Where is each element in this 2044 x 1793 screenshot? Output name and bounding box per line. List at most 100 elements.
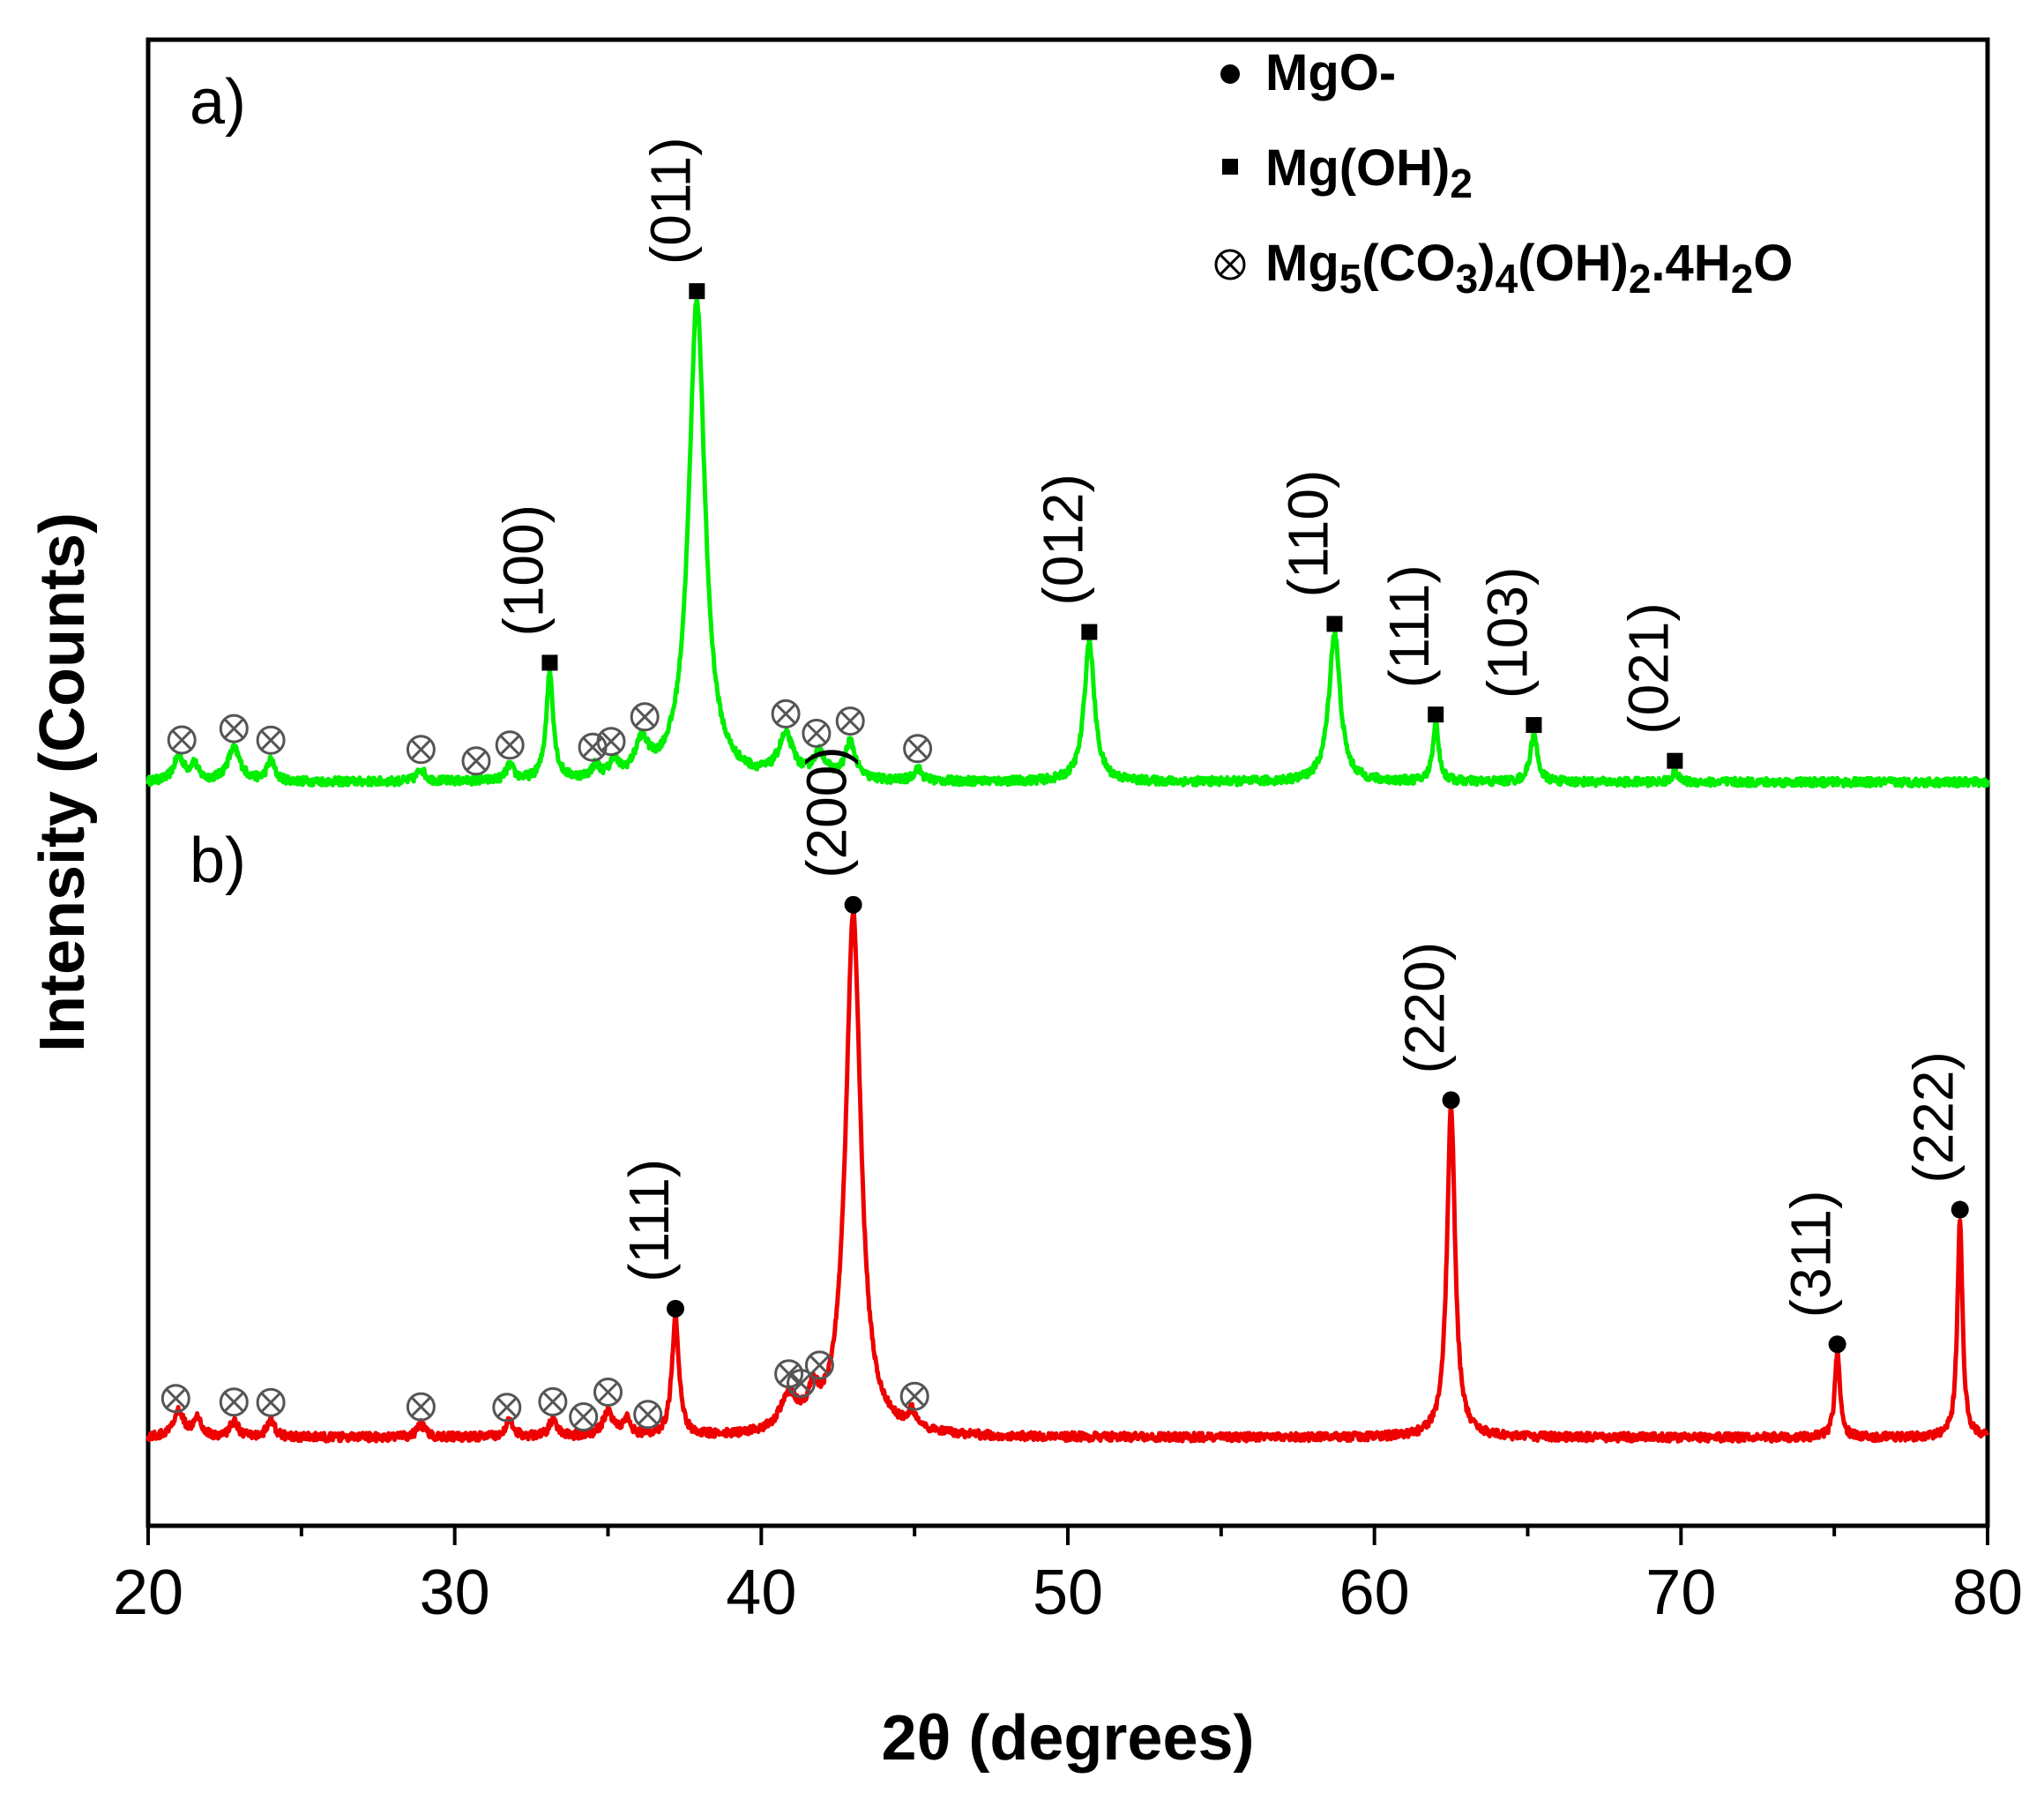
marker-cross	[791, 1373, 811, 1393]
peak-label: (222)	[1902, 1051, 1966, 1183]
marker-cross	[635, 706, 655, 727]
impurity-marker	[160, 1384, 190, 1414]
series-line	[145, 909, 1990, 1444]
x-tick-label: 60	[1339, 1558, 1410, 1628]
marker-cross	[806, 723, 826, 743]
marker-cross	[166, 1388, 186, 1408]
impurity-marker	[219, 1387, 249, 1417]
x-tick-label: 20	[113, 1558, 183, 1628]
impurity-marker	[569, 1402, 599, 1431]
legend-entry-text: Mg5(CO3)4(OH)2.4H2O	[1265, 235, 1793, 302]
peak-label: (012)	[1031, 474, 1094, 605]
marker-cross	[1219, 253, 1242, 276]
x-ticks: 20 30 40 50 60 70 80	[113, 1526, 2023, 1628]
marker-cross	[601, 731, 622, 751]
impurity-marker	[787, 1369, 816, 1399]
series-line	[145, 294, 1990, 789]
peak-label: (111)	[617, 1159, 681, 1282]
x-tick-label: 50	[1033, 1558, 1103, 1628]
legend-subscript: 2	[1731, 256, 1754, 302]
marker-circle	[593, 1378, 623, 1407]
marker-cross	[840, 711, 861, 731]
y-axis-title: Intensity (Counts)	[27, 512, 98, 1052]
peak-marker-circle	[844, 895, 862, 914]
marker-cross	[573, 1407, 593, 1427]
peak-label: (311)	[1779, 1191, 1843, 1319]
marker-cross	[466, 751, 487, 771]
marker-circle	[219, 713, 249, 743]
marker-cross	[224, 1392, 244, 1412]
marker-circle	[167, 725, 197, 755]
marker-cross	[261, 730, 281, 751]
peak-marker-square	[541, 654, 558, 671]
legend-entry-text: MgO-	[1265, 44, 1396, 101]
legend-text-part: )	[1478, 235, 1495, 292]
marker-circle	[495, 730, 525, 760]
peak-marker-circle	[1951, 1200, 1969, 1219]
x-tick-label: 30	[420, 1558, 490, 1628]
peak-label: (200)	[795, 746, 859, 878]
impurity-marker	[406, 1392, 436, 1422]
marker-circle	[256, 1387, 286, 1417]
marker-cross	[261, 1393, 281, 1413]
panel-label: a)	[190, 67, 246, 138]
impurity-marker	[492, 1393, 522, 1423]
marker-cross	[776, 704, 796, 724]
marker-circle	[1214, 249, 1246, 280]
marker-cross	[500, 735, 520, 755]
legend-text-part: O	[1753, 235, 1793, 292]
legend-text-part: Mg(OH)	[1265, 139, 1450, 197]
impurity-marker	[633, 1400, 663, 1430]
marker-cross	[411, 739, 431, 759]
marker-circle	[804, 1350, 834, 1380]
marker-circle	[802, 719, 832, 748]
marker-cross	[907, 738, 928, 758]
marker-cross	[496, 1397, 517, 1417]
peak-label: (220)	[1393, 942, 1457, 1073]
marker-circle	[596, 727, 626, 757]
marker-circle	[538, 1386, 568, 1416]
impurity-marker	[461, 746, 491, 776]
legend-marker-circle	[1220, 64, 1240, 84]
marker-circle	[899, 1381, 929, 1411]
peak-label: (110)	[1277, 470, 1340, 598]
impurity-marker	[578, 732, 608, 762]
marker-cross	[224, 719, 244, 739]
panel-label: b)	[190, 826, 246, 896]
marker-cross	[638, 1404, 658, 1424]
legend-subscript: 2	[1629, 256, 1652, 302]
marker-circle	[492, 1393, 522, 1423]
marker-circle	[406, 735, 436, 765]
peak-label: (021)	[1616, 602, 1680, 734]
impurity-marker	[406, 735, 436, 765]
impurity-marker	[802, 719, 832, 748]
series-a-group: a) (100) (011) (012) (110) (111) (103) (021)	[145, 67, 1990, 789]
peak-marker-square	[1081, 624, 1098, 640]
legend-subscript: 5	[1339, 256, 1362, 302]
impurity-marker	[903, 734, 933, 764]
peak-marker-circle	[666, 1299, 684, 1318]
series-b-group: b) (111) (200) (220) (311) (222)	[145, 746, 1990, 1444]
marker-cross	[411, 1397, 431, 1417]
x-axis-title: 2θ (degrees)	[881, 1703, 1254, 1774]
impurity-marker	[593, 1378, 623, 1407]
peak-marker-square	[1667, 752, 1683, 769]
marker-circle	[160, 1384, 190, 1414]
impurity-marker	[596, 727, 626, 757]
legend-subscript: 4	[1496, 256, 1518, 302]
marker-cross	[905, 1386, 925, 1407]
impurity-marker	[256, 1387, 286, 1417]
marker-circle	[256, 725, 286, 755]
legend-text-part: (OH)	[1518, 235, 1629, 292]
legend-entry-text: Mg(OH)2	[1265, 139, 1473, 206]
peak-marker-square	[1326, 616, 1343, 632]
peak-marker-circle	[1828, 1335, 1846, 1354]
legend-marker-square	[1222, 159, 1238, 175]
marker-cross	[779, 1363, 799, 1384]
peak-marker-square	[1428, 706, 1444, 723]
impurity-marker	[899, 1381, 929, 1411]
x-tick-label: 40	[726, 1558, 796, 1628]
marker-circle	[787, 1369, 816, 1399]
